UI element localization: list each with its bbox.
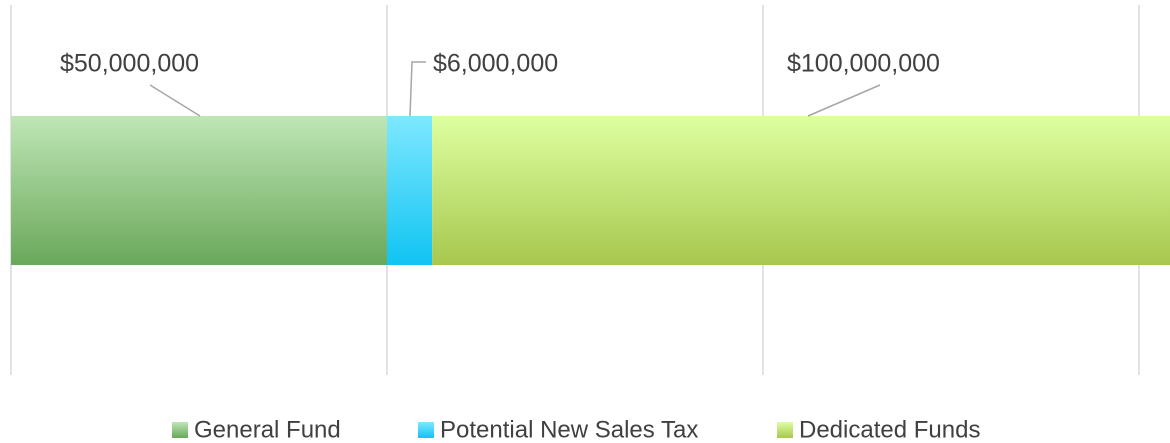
data-label: $50,000,000: [60, 50, 199, 78]
legend-label: General Fund: [194, 416, 341, 443]
bar-segment: [11, 116, 387, 265]
legend: General Fund Potential New Sales Tax Dedic…: [172, 416, 980, 443]
data-label: $6,000,000: [433, 50, 558, 78]
leader-line: [149, 84, 201, 117]
leader-line: [409, 61, 426, 117]
data-label: $100,000,000: [787, 50, 940, 78]
legend-swatch: [777, 422, 793, 438]
legend-swatch: [418, 422, 434, 438]
legend-swatch: [172, 422, 188, 438]
bar-segment: [387, 116, 433, 265]
legend-label: Potential New Sales Tax: [440, 416, 698, 443]
legend-label: Dedicated Funds: [799, 416, 980, 443]
leader-line: [807, 84, 881, 117]
bar-segment: [432, 116, 1170, 265]
